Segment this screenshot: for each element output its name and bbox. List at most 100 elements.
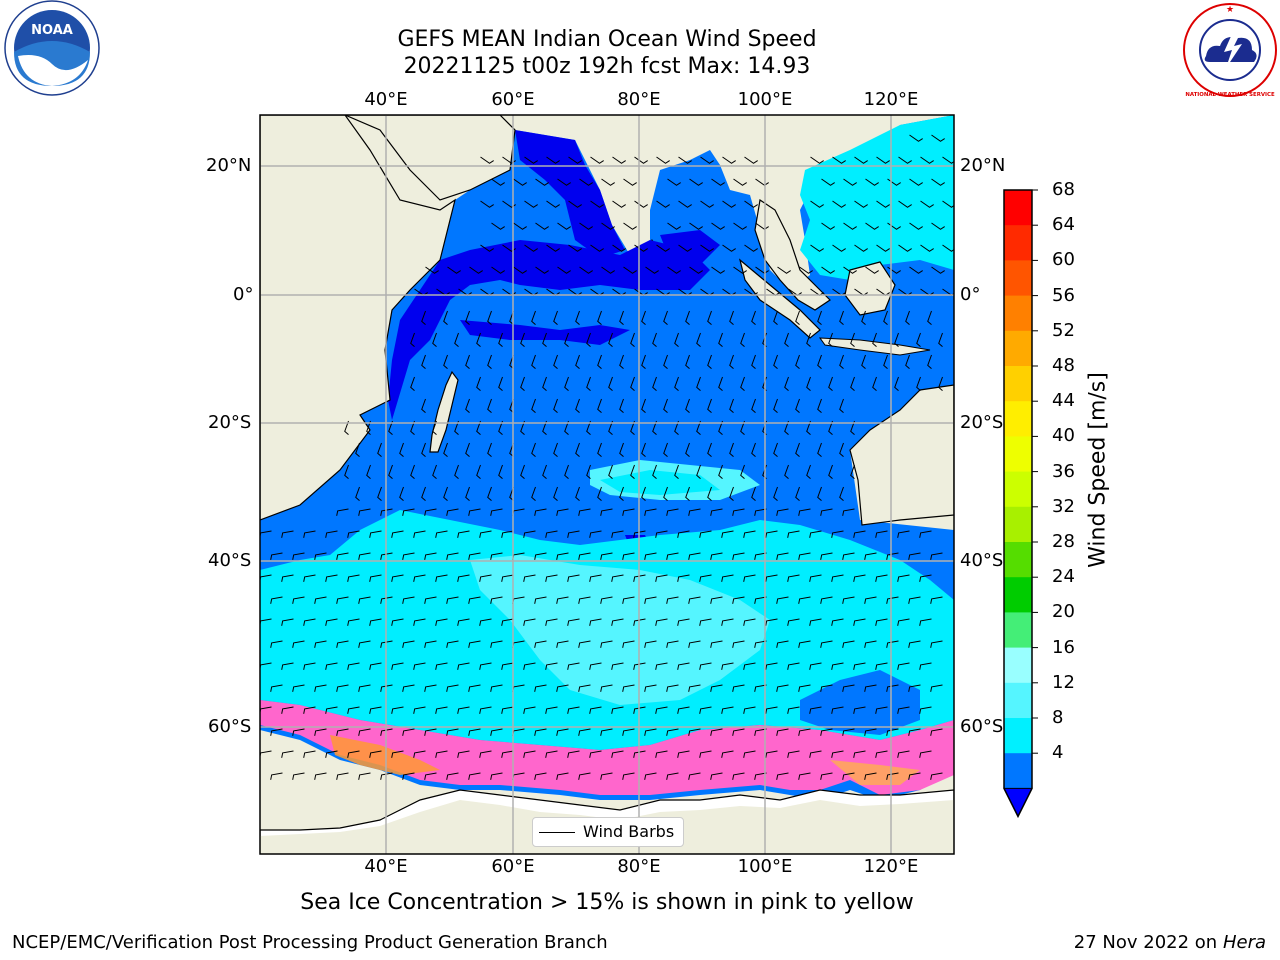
wind-barb [579, 178, 593, 186]
wind-barb [663, 310, 668, 326]
wind-barb [875, 750, 888, 758]
wind-barb [479, 530, 492, 538]
wind-barb [743, 530, 756, 538]
wind-barb [842, 728, 855, 736]
wind-barb [689, 222, 703, 230]
wind-barb [611, 706, 624, 714]
wind-barb [865, 178, 879, 186]
wind-barb [619, 442, 624, 458]
wind-barb [586, 376, 591, 392]
wind-barb [905, 310, 910, 326]
left-lat-tick-0: 0° [233, 284, 254, 305]
chart-title: GEFS MEAN Indian Ocean Wind Speed [397, 27, 817, 52]
wind-barb [634, 244, 648, 252]
wind-barb [578, 728, 591, 736]
wind-barb [314, 728, 327, 736]
wind-barb [479, 574, 492, 582]
sea-ice-zone [260, 700, 954, 795]
wind-barb [524, 200, 538, 208]
colorbar-tick-label: 8 [1052, 707, 1064, 728]
wind-barb [633, 750, 646, 758]
wind-barb [656, 156, 670, 164]
wind-barb [567, 530, 580, 538]
wind-barb [622, 596, 635, 604]
wind-barb [435, 662, 448, 670]
wind-barb [325, 706, 338, 714]
wind-barb [667, 222, 681, 230]
wind-barb [369, 706, 382, 714]
wind-barb [641, 354, 646, 370]
wind-barb [608, 332, 613, 348]
colorbar-segment [1004, 260, 1032, 297]
wind-barb [751, 398, 756, 414]
wind-barb [336, 552, 349, 560]
wind-barb [336, 508, 349, 516]
wind-barb [809, 530, 822, 538]
wind-barb [281, 706, 294, 714]
wind-barb [578, 772, 591, 780]
wind-barb [579, 266, 593, 274]
wind-barb [854, 156, 868, 164]
wind-barb [597, 398, 602, 414]
wind-barb [798, 684, 811, 692]
wind-barb [347, 706, 360, 714]
wind-barb [469, 266, 483, 274]
wind-barb [666, 596, 679, 604]
wind-barb [740, 332, 745, 348]
colorbar-segment [1004, 401, 1032, 437]
wind-barb [325, 750, 338, 758]
wind-barb [491, 178, 505, 186]
wind-barb [520, 332, 525, 348]
wind-barb [413, 530, 426, 538]
wind-barb [457, 662, 470, 670]
wind-barb [655, 662, 668, 670]
wind-barb [733, 178, 747, 186]
wind-barb [502, 156, 516, 164]
wind-barb [700, 156, 714, 164]
wind-barb [700, 244, 714, 252]
wind-barb [491, 222, 505, 230]
wind-barb [413, 574, 426, 582]
wind-barb [531, 442, 536, 458]
wind-barb [446, 728, 459, 736]
wind-barb [578, 640, 591, 648]
wind-barb [930, 728, 943, 736]
wind-barb [809, 662, 822, 670]
wind-barb [535, 222, 549, 230]
wind-barb [843, 178, 857, 186]
wind-barb [391, 706, 404, 714]
nws-logo: ★ NATIONAL WEATHER SERVICE [1183, 3, 1277, 98]
wind-barb [909, 134, 923, 142]
wind-barb [336, 684, 349, 692]
footer-credit: NCEP/EMC/Verification Post Processing Pr… [12, 932, 608, 953]
wind-barb [270, 640, 283, 648]
colorbar-tick-label: 20 [1052, 601, 1075, 623]
wind-barb [875, 618, 888, 626]
wind-barb [336, 772, 349, 780]
wind-barb [292, 640, 305, 648]
wind-barb [853, 706, 866, 714]
wind-zone-4-8-equator [388, 240, 710, 420]
colorbar-tick-label: 12 [1052, 671, 1075, 693]
wind-barb [908, 552, 921, 560]
wind-barb [531, 486, 536, 502]
wind-barb [553, 310, 558, 326]
wind-barb [644, 684, 657, 692]
nws-logo-wordmark: NATIONAL WEATHER SERVICE [1185, 92, 1275, 98]
wind-barb [424, 508, 437, 516]
wind-barb [344, 420, 349, 436]
wind-barb [490, 552, 503, 560]
wind-barb [523, 574, 536, 582]
colorbar-tick-label: 52 [1052, 319, 1075, 341]
wind-barb [644, 772, 657, 780]
sea-ice-note: Sea Ice Concentration > 15% is shown in … [300, 890, 914, 915]
wind-barb [798, 772, 811, 780]
wind-barb [535, 266, 549, 274]
wind-barb [696, 332, 701, 348]
wind-barb [710, 684, 723, 692]
colorbar-segment [1004, 471, 1032, 508]
wind-barb [810, 244, 824, 252]
wind-barb [718, 464, 723, 480]
wind-barb [696, 376, 701, 392]
wind-barb [402, 552, 415, 560]
